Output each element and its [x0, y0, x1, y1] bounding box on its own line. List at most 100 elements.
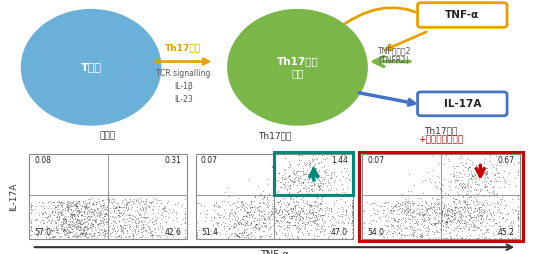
Point: [450, 174, 458, 179]
Point: [370, 211, 378, 215]
Point: [301, 222, 310, 226]
Point: [116, 227, 125, 231]
Point: [347, 223, 356, 227]
Point: [485, 211, 494, 215]
Point: [64, 207, 73, 211]
Point: [266, 214, 275, 218]
Point: [483, 170, 492, 174]
Point: [118, 198, 127, 202]
Point: [53, 207, 61, 211]
Point: [84, 226, 92, 230]
Point: [500, 177, 508, 181]
Point: [445, 218, 454, 222]
Point: [46, 199, 54, 203]
Point: [155, 198, 163, 202]
Point: [310, 177, 318, 181]
Point: [81, 204, 90, 208]
Point: [463, 202, 471, 206]
Point: [291, 208, 300, 212]
Point: [483, 181, 492, 185]
Point: [299, 169, 308, 173]
Point: [126, 227, 135, 231]
Point: [72, 222, 81, 226]
Point: [81, 220, 90, 224]
Point: [436, 223, 445, 227]
Point: [436, 222, 445, 226]
Point: [281, 185, 289, 189]
Point: [155, 233, 164, 237]
Point: [44, 214, 53, 218]
Point: [235, 205, 243, 209]
Point: [291, 217, 300, 221]
Point: [64, 223, 72, 227]
Point: [231, 231, 240, 235]
Point: [347, 209, 356, 213]
Point: [289, 214, 298, 218]
Point: [93, 211, 102, 215]
Point: [326, 175, 335, 179]
Point: [62, 218, 70, 222]
Point: [374, 209, 383, 213]
Point: [457, 236, 465, 241]
Point: [424, 229, 433, 233]
Point: [468, 218, 477, 223]
Point: [330, 170, 338, 174]
Point: [337, 221, 346, 225]
Point: [258, 221, 267, 226]
Point: [438, 212, 446, 216]
Point: [157, 201, 166, 205]
Point: [139, 210, 148, 214]
Point: [85, 225, 94, 229]
Point: [313, 195, 322, 199]
Point: [50, 235, 58, 239]
Point: [44, 218, 53, 222]
Point: [461, 200, 470, 204]
Point: [416, 212, 425, 216]
Point: [57, 203, 66, 207]
Point: [118, 231, 127, 235]
Point: [465, 221, 474, 226]
Point: [68, 210, 77, 214]
Point: [139, 202, 148, 206]
Point: [245, 206, 254, 210]
Point: [54, 210, 62, 214]
Point: [342, 208, 351, 212]
Point: [472, 194, 481, 198]
Point: [39, 228, 48, 232]
Point: [103, 204, 111, 209]
Point: [96, 211, 105, 215]
Point: [324, 231, 333, 235]
Point: [448, 208, 456, 212]
Point: [112, 211, 121, 215]
Point: [135, 213, 144, 217]
Point: [289, 182, 297, 186]
Point: [314, 172, 322, 176]
Point: [318, 227, 327, 231]
Point: [137, 227, 145, 231]
Point: [294, 221, 302, 225]
Point: [244, 177, 252, 181]
Point: [83, 206, 91, 210]
Point: [202, 231, 210, 235]
Point: [65, 229, 73, 233]
Point: [478, 202, 486, 206]
Point: [81, 224, 90, 228]
Point: [315, 186, 324, 190]
Point: [319, 224, 328, 228]
Point: [469, 225, 478, 229]
Point: [312, 210, 321, 214]
Point: [442, 214, 450, 218]
Point: [46, 214, 54, 218]
Point: [342, 212, 351, 216]
Point: [312, 214, 321, 218]
Point: [83, 210, 91, 214]
Point: [483, 227, 492, 231]
Point: [136, 203, 145, 207]
Point: [435, 163, 444, 167]
Point: [279, 223, 287, 227]
Point: [468, 174, 477, 179]
Point: [42, 226, 50, 230]
Point: [394, 212, 403, 216]
Point: [458, 236, 466, 241]
Point: [289, 194, 298, 198]
